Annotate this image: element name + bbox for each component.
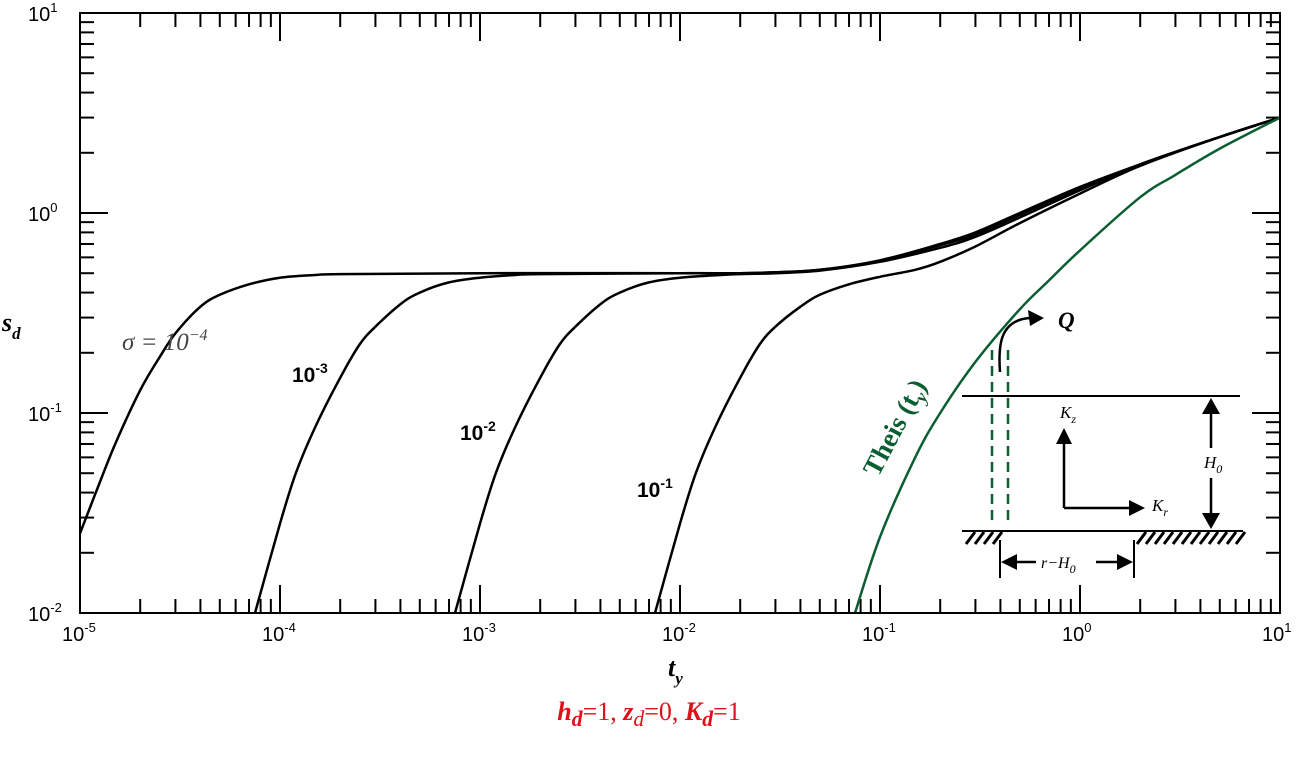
h0-label-bg [1196,448,1230,478]
caption-k-value: =1 [713,697,741,726]
series-label-1e-1: 10-1 [637,475,673,502]
series-line-0 [80,116,1280,534]
plot-frame [79,12,1281,614]
parameter-caption: hd=1, zd=0, Kd=1 [0,697,1298,732]
caption-h-sub: d [571,707,583,732]
hatch-stroke [1189,531,1202,545]
y-tick-label: 101 [28,0,57,26]
h0-arrow-down [1202,513,1220,529]
hatch-stroke [1198,531,1211,545]
hatch-stroke [1180,531,1193,545]
series-label-sigma-1e-4: σ = 10−4 [122,327,208,356]
hatch-stroke [982,531,995,545]
series-line-4 [853,116,1280,613]
kr-label: Kr [1151,496,1168,519]
hatch-stroke [1171,531,1184,545]
x-tick-labels: 10-5 10-4 10-3 10-2 10-1 100 101 [62,620,1291,646]
series-label-1e-3: 10-3 [292,360,328,387]
r-label: r−H0 [1041,555,1076,576]
hatch-stroke [1216,531,1229,545]
aquifer-base-hatching [962,531,1247,545]
hatch-stroke [964,531,977,545]
tick-marks [79,13,1280,614]
hatch-stroke [973,531,986,545]
caption-h-symbol: h [557,697,572,726]
series-label-theis: Theis (ty) [857,374,936,482]
caption-z-sub: d [633,707,645,732]
caption-z-value: =0, [644,697,679,726]
h0-arrow-up [1202,398,1220,414]
hatch-bg [962,532,1243,544]
x-tick-label: 100 [1062,620,1091,646]
curves [80,116,1280,613]
x-tick-label: 10-4 [262,620,296,646]
x-tick-label: 10-3 [462,620,496,646]
x-tick-label: 10-2 [662,620,696,646]
y-tick-label: 10-1 [28,400,62,426]
series-line-2 [453,116,1280,613]
hatch-stroke [1144,531,1157,545]
r-arrow-right [1117,554,1133,570]
kz-arrow-head [1056,428,1072,444]
y-axis-label: sd [1,308,21,343]
caption-z-symbol: z [623,697,634,726]
x-tick-label: 10-5 [62,620,96,646]
kz-label: Kz [1059,403,1076,426]
x-tick-label: 101 [1262,620,1291,646]
caption-k-sub: d [702,707,714,732]
caption-k-symbol: K [684,697,703,726]
series-line-1 [253,116,1280,613]
pumping-arrow [998,316,1031,373]
hatch-stroke [1225,531,1238,545]
y-tick-label: 10-2 [28,600,62,626]
x-axis-label: ty [668,653,683,688]
r-arrow-left [1001,554,1017,570]
hatch-stroke [1162,531,1175,545]
pumping-arrow-head [1028,310,1044,326]
aquifer-schematic: Q Kz Kr H0 r−H0 [962,308,1247,578]
y-tick-label: 100 [28,200,57,226]
hatch-stroke [1153,531,1166,545]
r-label-bg [1036,551,1096,573]
h0-label: H0 [1203,453,1222,476]
y-tick-labels: 10-2 10-1 100 101 [28,0,62,626]
discharge-label: Q [1058,308,1075,333]
hatch-stroke [1135,531,1148,545]
kr-arrow-head [1129,500,1145,516]
x-tick-label: 10-1 [862,620,896,646]
hatch-stroke [1207,531,1220,545]
hatch-stroke [1234,531,1247,545]
caption-h-value: =1, [582,697,617,726]
series-label-1e-2: 10-2 [460,418,496,445]
hatch-stroke [991,531,1004,545]
series-line-3 [653,116,1280,613]
